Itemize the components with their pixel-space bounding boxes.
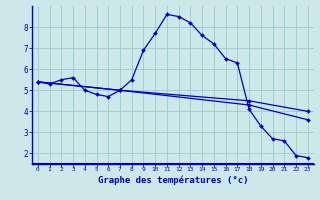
- X-axis label: Graphe des températures (°c): Graphe des températures (°c): [98, 175, 248, 185]
